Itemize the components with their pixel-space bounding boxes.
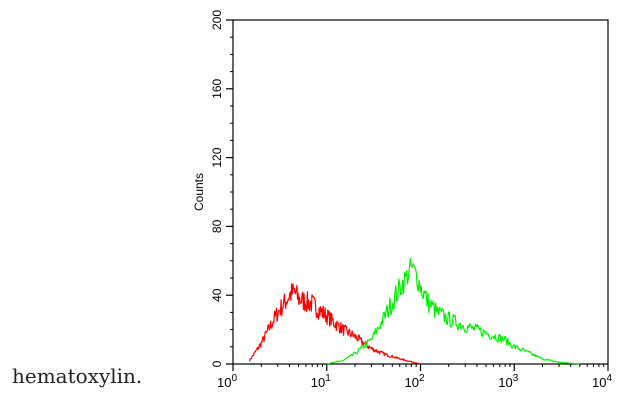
flow-cytometry-histogram: 100 101 102 103 104 0 40 80 120 160 200 Counts [175, 0, 636, 406]
x-tick-label: 101 [311, 373, 331, 390]
chart-svg: 100 101 102 103 104 0 40 80 120 160 200 Counts [192, 10, 612, 390]
y-tick-label: 160 [210, 78, 224, 98]
y-tick-label: 0 [210, 360, 224, 367]
y-tick-label: 200 [210, 10, 224, 30]
series-layer [248, 258, 580, 365]
y-tick-label: 40 [210, 288, 224, 302]
y-axis-label: Counts [192, 173, 206, 211]
y-tick-label: 120 [210, 147, 224, 167]
y-tick-label: 80 [210, 219, 224, 233]
series-line-green [326, 258, 580, 365]
x-tick-label: 102 [404, 373, 424, 390]
plot-frame [232, 19, 609, 365]
x-tick-label: 100 [217, 373, 237, 390]
axis-layer: 100 101 102 103 104 0 40 80 120 160 200 Counts [192, 10, 612, 390]
x-tick-label: 103 [498, 373, 518, 390]
plot-area [232, 19, 609, 365]
x-tick-label: 104 [592, 373, 612, 390]
series-line-red [248, 283, 421, 365]
caption-text: hematoxylin. [12, 364, 143, 388]
